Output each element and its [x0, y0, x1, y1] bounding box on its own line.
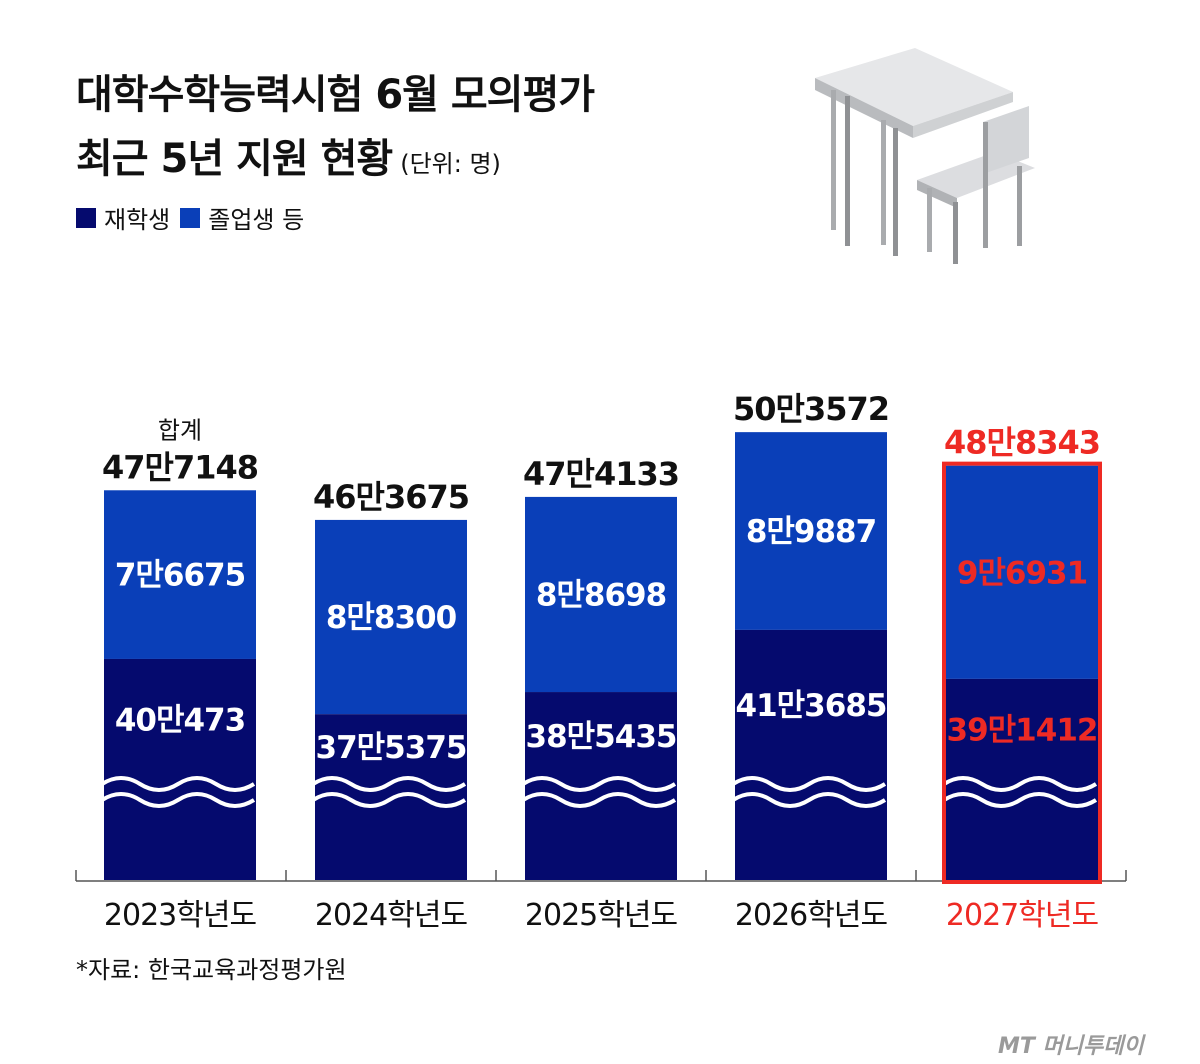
total-label-2: 47만4133	[523, 455, 679, 493]
axis-break-wave-2	[521, 792, 677, 808]
total-label-1: 46만3675	[313, 478, 469, 516]
axis-break-wave-0	[100, 776, 256, 792]
axis-break-wave-1	[311, 792, 467, 808]
bar-graduates-3	[735, 432, 887, 630]
bar-graduates-1	[315, 519, 467, 715]
highlight-frame	[942, 461, 1102, 884]
chart-title-line1: 대학수학능력시험 6월 모의평가	[76, 72, 595, 118]
chart-title-line2: 최근 5년 지원 현황 (단위: 명)	[76, 136, 501, 182]
legend-item-enrolled: 재학생	[76, 200, 170, 235]
data-label-graduates-0: 7만6675	[115, 558, 245, 594]
legend: 재학생 졸업생 등	[76, 200, 314, 235]
total-caption: 합계	[158, 416, 202, 444]
data-label-graduates-4: 9만6931	[957, 555, 1087, 591]
desk-chair-illustration	[815, 48, 1035, 264]
x-tick-label-2: 2025학년도	[525, 898, 678, 933]
data-label-enrolled-1: 37만5375	[316, 730, 467, 766]
legend-swatch-enrolled	[76, 207, 96, 228]
data-label-enrolled-2: 38만5435	[526, 719, 677, 755]
bar-graduates-4	[946, 465, 1098, 679]
bar-enrolled-3	[735, 629, 887, 880]
axis-break-wave-3	[731, 776, 887, 792]
unit-label: (단위: 명)	[400, 150, 501, 178]
bar-graduates-2	[525, 496, 677, 693]
data-label-graduates-2: 8만8698	[536, 577, 666, 613]
x-tick-label-1: 2024학년도	[315, 898, 468, 933]
publisher-credit: MT 머니투데이	[998, 1034, 1144, 1059]
x-tick-label-0: 2023학년도	[104, 898, 257, 933]
bar-enrolled-2	[525, 692, 677, 880]
legend-swatch-graduates	[180, 207, 201, 228]
axis-break-wave-3	[731, 792, 887, 808]
total-label-3: 50만3572	[733, 390, 889, 428]
total-label-4: 48만8343	[944, 424, 1100, 462]
legend-item-graduates: 졸업생 등	[180, 200, 304, 235]
data-label-enrolled-4: 39만1412	[947, 712, 1098, 748]
axis-break-wave-0	[100, 792, 256, 808]
axis-break-wave-1	[311, 776, 467, 792]
source-note: *자료: 한국교육과정평가원	[76, 956, 347, 984]
data-label-enrolled-0: 40만473	[115, 702, 245, 738]
axis-break-wave-2	[521, 776, 677, 792]
axis-break-wave-4	[942, 792, 1098, 808]
bar-enrolled-0	[104, 658, 256, 880]
legend-label-graduates: 졸업생 등	[208, 206, 305, 234]
bar-graduates-0	[104, 490, 256, 659]
legend-label-enrolled: 재학생	[104, 206, 171, 234]
data-label-graduates-3: 8만9887	[746, 514, 876, 550]
x-tick-label-4: 2027학년도	[946, 898, 1099, 933]
data-label-enrolled-3: 41만3685	[736, 688, 887, 724]
data-label-graduates-1: 8만8300	[326, 600, 457, 636]
total-label-0: 47만7148	[102, 448, 258, 486]
axis-break-wave-4	[942, 776, 1098, 792]
x-tick-label-3: 2026학년도	[735, 898, 888, 933]
